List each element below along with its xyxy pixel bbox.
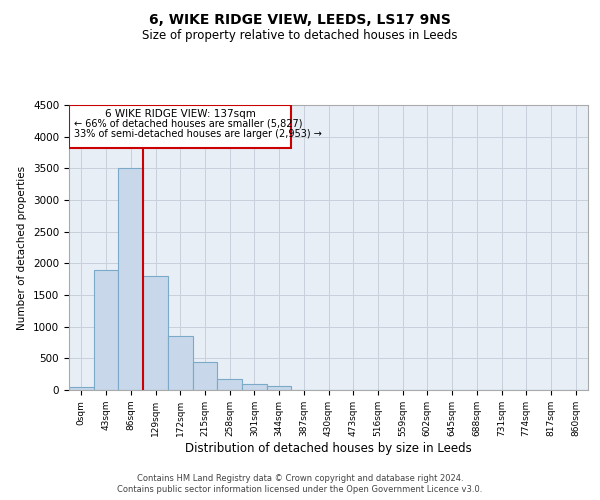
- Text: ← 66% of detached houses are smaller (5,827): ← 66% of detached houses are smaller (5,…: [74, 119, 302, 129]
- Bar: [118, 168, 143, 390]
- Y-axis label: Number of detached properties: Number of detached properties: [17, 166, 28, 330]
- Bar: [143, 276, 168, 390]
- Bar: [217, 379, 242, 390]
- Bar: [267, 386, 292, 390]
- Bar: [69, 105, 292, 148]
- Text: 6 WIKE RIDGE VIEW: 137sqm: 6 WIKE RIDGE VIEW: 137sqm: [105, 109, 256, 119]
- Text: Contains public sector information licensed under the Open Government Licence v3: Contains public sector information licen…: [118, 485, 482, 494]
- Bar: [94, 270, 118, 390]
- X-axis label: Distribution of detached houses by size in Leeds: Distribution of detached houses by size …: [185, 442, 472, 454]
- Bar: [242, 384, 267, 390]
- Bar: [168, 336, 193, 390]
- Text: 33% of semi-detached houses are larger (2,953) →: 33% of semi-detached houses are larger (…: [74, 129, 322, 139]
- Bar: [193, 362, 217, 390]
- Text: Contains HM Land Registry data © Crown copyright and database right 2024.: Contains HM Land Registry data © Crown c…: [137, 474, 463, 483]
- Text: Size of property relative to detached houses in Leeds: Size of property relative to detached ho…: [142, 29, 458, 42]
- Text: 6, WIKE RIDGE VIEW, LEEDS, LS17 9NS: 6, WIKE RIDGE VIEW, LEEDS, LS17 9NS: [149, 12, 451, 26]
- Bar: [69, 387, 94, 390]
